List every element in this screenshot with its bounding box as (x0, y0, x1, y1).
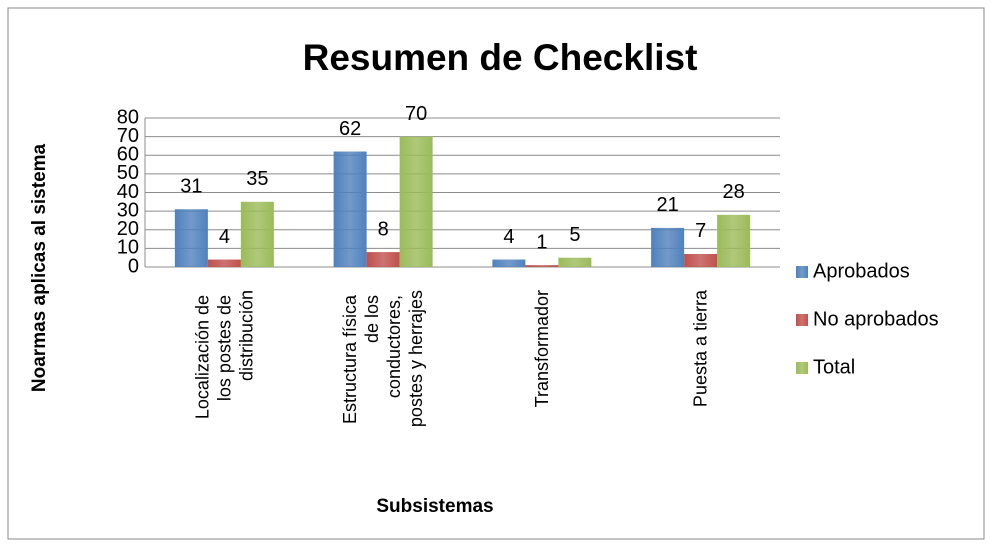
bar (651, 227, 685, 267)
y-tick-label: 80 (117, 106, 139, 128)
x-tick-label: Transformador (532, 290, 552, 407)
bar (333, 151, 367, 267)
bar (717, 214, 751, 267)
bar (684, 253, 718, 267)
legend-label: No aprobados (813, 308, 939, 330)
legend-marker (796, 266, 808, 278)
data-label: 28 (723, 181, 745, 203)
chart-title: Resumen de Checklist (303, 37, 698, 78)
bar (240, 201, 274, 267)
data-label: 5 (569, 224, 580, 246)
data-label: 62 (339, 118, 361, 140)
data-label: 21 (657, 194, 679, 216)
y-tick-label: 20 (117, 218, 139, 240)
y-tick-label: 30 (117, 199, 139, 221)
data-label: 4 (503, 226, 514, 248)
bar (525, 265, 559, 267)
bar (399, 136, 433, 267)
y-tick-label: 60 (117, 144, 139, 166)
data-label: 35 (246, 168, 268, 190)
data-label: 7 (695, 220, 706, 242)
y-tick-label: 40 (117, 181, 139, 203)
legend-label: Aprobados (813, 260, 910, 282)
bar (366, 252, 400, 267)
bar (174, 209, 208, 267)
x-axis-label: Subsistemas (376, 496, 493, 517)
data-label: 31 (180, 176, 202, 198)
data-label: 70 (405, 103, 427, 125)
x-tick-label: Puesta a tierra (691, 289, 711, 407)
y-tick-label: 0 (128, 255, 139, 277)
chart-frame (7, 7, 985, 540)
y-tick-label: 50 (117, 162, 139, 184)
legend-marker (796, 362, 808, 374)
x-tick-label: Localización de los postes de distribuci… (192, 290, 256, 419)
data-label: 8 (378, 218, 389, 240)
x-tick-label: Estructura física de los conductores, po… (340, 290, 426, 427)
bar (558, 257, 592, 267)
legend-marker (796, 314, 808, 326)
y-tick-label: 70 (117, 125, 139, 147)
bar (207, 259, 241, 267)
y-axis-label: Noarmas aplicas al sistema (29, 143, 50, 392)
data-label: 4 (219, 226, 230, 248)
y-tick-label: 10 (117, 237, 139, 259)
legend-label: Total (813, 356, 855, 378)
data-label: 1 (536, 231, 547, 253)
bar (492, 259, 526, 267)
